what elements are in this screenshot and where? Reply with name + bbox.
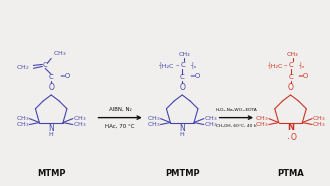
Text: O: O (179, 83, 185, 92)
Text: HAc, 70 °C: HAc, 70 °C (105, 124, 135, 129)
Text: CH$_3$: CH$_3$ (204, 120, 217, 129)
Text: CH$_3$: CH$_3$ (255, 114, 269, 123)
Text: ┤ₙ: ┤ₙ (298, 62, 305, 69)
Text: MTMP: MTMP (37, 169, 65, 178)
Text: CH$_3$: CH$_3$ (16, 120, 29, 129)
Text: N: N (179, 124, 185, 133)
Text: C: C (43, 62, 48, 68)
Text: CH₃: CH₃ (287, 52, 298, 57)
Text: CH$_3$: CH$_3$ (147, 114, 160, 123)
Text: CH$_3$: CH$_3$ (312, 114, 326, 123)
Text: ┤ₙ: ┤ₙ (190, 62, 196, 69)
Text: ·: · (287, 134, 290, 144)
Text: H₂O₂-Na₂WO₄-EDTA: H₂O₂-Na₂WO₄-EDTA (215, 108, 257, 112)
Text: C: C (288, 74, 293, 80)
Text: C: C (49, 74, 53, 80)
Text: N: N (48, 124, 54, 133)
Text: CH$_3$: CH$_3$ (73, 114, 86, 123)
Text: ┤H₂C: ┤H₂C (158, 62, 174, 69)
Text: H: H (180, 132, 184, 137)
Text: O: O (290, 133, 296, 142)
Text: PTMA: PTMA (277, 169, 304, 178)
Text: O: O (48, 83, 54, 92)
Text: CH$_3$: CH$_3$ (16, 114, 29, 123)
Text: CH₃: CH₃ (178, 52, 190, 57)
Text: O: O (287, 83, 293, 92)
Text: CH$_3$: CH$_3$ (312, 120, 326, 129)
Text: =O: =O (189, 73, 200, 79)
Text: CH$_3$: CH$_3$ (53, 49, 67, 57)
Text: N: N (287, 123, 294, 132)
Text: CH$_3$: CH$_3$ (147, 120, 160, 129)
Text: –: – (283, 62, 287, 68)
Text: =O: =O (297, 73, 309, 79)
Text: CH$_3$: CH$_3$ (255, 120, 269, 129)
Text: –: – (175, 62, 179, 68)
Text: CH$_3$: CH$_3$ (204, 114, 217, 123)
Text: CH₃OH, 60°C, 40 h: CH₃OH, 60°C, 40 h (216, 124, 257, 128)
Text: PMTMP: PMTMP (165, 169, 200, 178)
Text: C: C (180, 74, 184, 80)
Text: ┤H₂C: ┤H₂C (267, 62, 282, 69)
Text: =O: =O (59, 73, 70, 79)
Text: C: C (180, 62, 185, 68)
Text: CH$_2$: CH$_2$ (16, 63, 29, 72)
Text: C: C (288, 62, 293, 68)
Text: CH$_3$: CH$_3$ (73, 120, 86, 129)
Text: AlBN, N₂: AlBN, N₂ (109, 107, 131, 112)
Text: H: H (49, 132, 53, 137)
